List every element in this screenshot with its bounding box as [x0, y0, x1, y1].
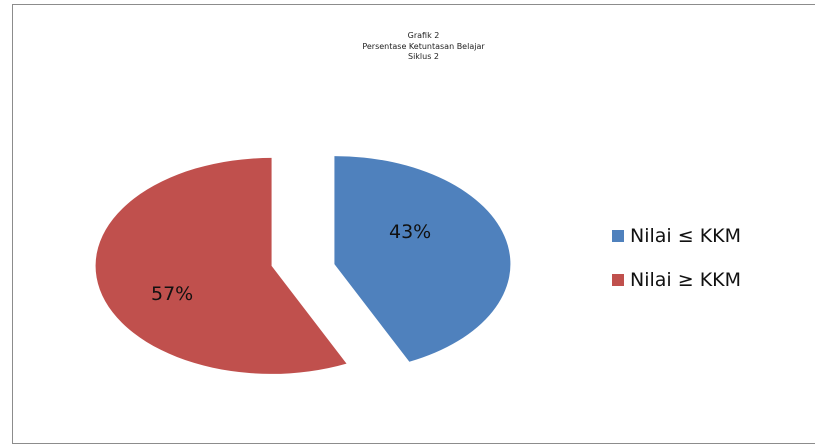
chart-title-block: Grafik 2 Persentase Ketuntasan Belajar S…	[0, 31, 815, 63]
pie-slice-nilai-le-kkm	[334, 156, 511, 362]
legend-item-nilai-ge-kkm: Nilai ≥ KKM	[612, 268, 741, 292]
legend-label-nilai-ge-kkm: Nilai ≥ KKM	[630, 269, 742, 291]
chart-legend: Nilai ≤ KKM Nilai ≥ KKM	[612, 224, 741, 312]
legend-swatch-blue	[612, 230, 624, 242]
legend-item-nilai-le-kkm: Nilai ≤ KKM	[612, 224, 741, 248]
data-label-nilai-ge-kkm: 57%	[151, 283, 194, 305]
chart-subtitle-line-1: Persentase Ketuntasan Belajar	[362, 41, 485, 51]
chart-title: Grafik 2	[407, 31, 440, 40]
legend-label-nilai-le-kkm: Nilai ≤ KKM	[630, 225, 742, 247]
pie-slice-nilai-ge-kkm	[95, 157, 347, 374]
legend-swatch-red	[612, 274, 624, 286]
data-label-nilai-le-kkm: 43%	[389, 221, 432, 243]
chart-subtitle-line-2: Siklus 2	[407, 52, 440, 61]
